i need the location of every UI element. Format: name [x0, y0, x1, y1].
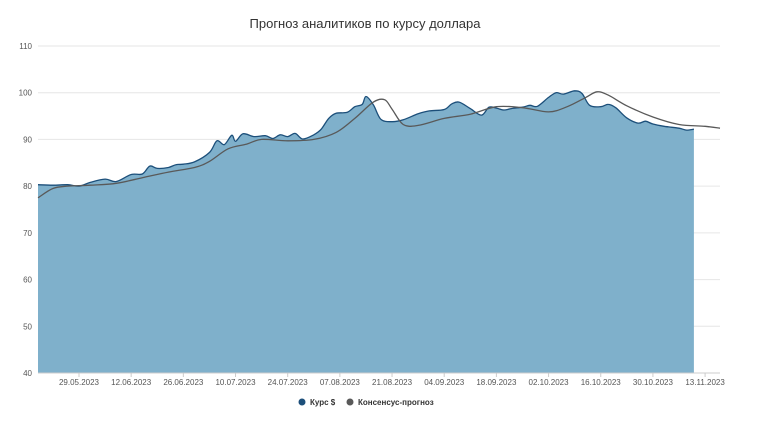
chart-title: Прогноз аналитиков по курсу доллара: [250, 16, 482, 31]
y-tick-label: 50: [23, 322, 32, 331]
y-tick-label: 100: [19, 89, 33, 98]
x-tick-label: 04.09.2023: [424, 378, 465, 387]
x-tick-label: 26.06.2023: [163, 378, 204, 387]
legend-marker-consensus: [346, 398, 354, 406]
legend-label-usd-rate: Курс $: [310, 398, 336, 407]
legend-item-consensus[interactable]: Консенсус-прогноз: [346, 398, 434, 407]
y-tick-label: 110: [19, 42, 32, 51]
y-tick-label: 70: [23, 229, 32, 238]
usd-rate-line: [37, 90, 694, 187]
y-tick-label: 60: [23, 276, 32, 285]
x-tick-label: 02.10.2023: [529, 378, 570, 387]
legend-marker-usd-rate: [298, 398, 306, 406]
consensus-forecast-line: [37, 91, 721, 199]
x-tick-label: 18.09.2023: [476, 378, 517, 387]
x-tick-label: 24.07.2023: [268, 378, 309, 387]
x-tick-label: 07.08.2023: [320, 378, 361, 387]
x-tick-label: 16.10.2023: [581, 378, 622, 387]
y-tick-label: 40: [23, 369, 32, 378]
x-tick-label: 13.11.2023: [685, 378, 725, 387]
line-series-layer: [37, 91, 721, 199]
legend: Курс $ Консенсус-прогноз: [298, 398, 434, 407]
x-tick-label: 21.08.2023: [372, 378, 413, 387]
x-tick-label: 30.10.2023: [633, 378, 674, 387]
axes: 40 50 60 70 80 90 100 110 29.05.2023 12.06.2023 26…: [19, 42, 726, 387]
x-tick-label: 12.06.2023: [111, 378, 152, 387]
x-tick-label: 29.05.2023: [59, 378, 100, 387]
legend-item-usd-rate[interactable]: Курс $: [298, 398, 336, 407]
y-tick-label: 90: [23, 135, 32, 144]
x-tick-label: 10.07.2023: [215, 378, 256, 387]
legend-label-consensus: Консенсус-прогноз: [358, 398, 434, 407]
y-tick-label: 80: [23, 182, 32, 191]
area-series-layer: [37, 90, 694, 374]
usd-rate-area: [38, 90, 694, 374]
